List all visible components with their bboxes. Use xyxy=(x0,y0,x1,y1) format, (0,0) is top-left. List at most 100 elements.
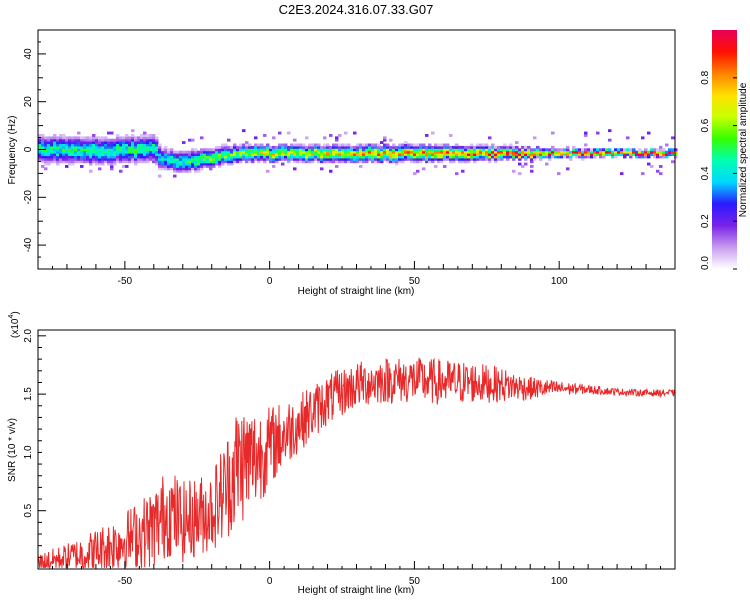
spectrogram-cell xyxy=(575,153,579,156)
spectrogram-cell xyxy=(344,143,348,147)
spectrogram-cell xyxy=(557,150,561,154)
colorbar: 0.00.20.40.60.8 Normalized spectral ampl… xyxy=(700,30,749,270)
spectrogram-cell xyxy=(347,145,351,149)
spectrogram-cell xyxy=(128,157,132,161)
spectrogram-cell xyxy=(167,167,171,171)
spectrogram-cell xyxy=(401,157,405,161)
spectrogram-cell xyxy=(68,138,72,142)
colorbar-ticks: 0.00.20.40.60.8 xyxy=(700,70,737,270)
spectrogram-cell xyxy=(389,157,393,161)
spectrogram-cell xyxy=(212,155,216,159)
spectrogram-cell xyxy=(116,134,120,137)
spectrogram-cell xyxy=(347,148,351,152)
spectrogram-cell xyxy=(476,148,480,152)
spectrogram-cell xyxy=(629,148,633,152)
spectrogram-cell xyxy=(542,155,546,159)
spectrogram-cell xyxy=(83,141,87,144)
spectrogram-cell xyxy=(158,145,162,149)
spectrogram-cell xyxy=(326,148,330,152)
spectrogram-cell xyxy=(365,143,369,147)
spectrogram-cell xyxy=(275,157,279,161)
spectrogram-cell xyxy=(185,169,189,173)
spectrogram-cell xyxy=(320,145,324,149)
spectrogram-cell xyxy=(338,155,342,159)
spectrogram-cell xyxy=(299,150,303,154)
spectrogram-cell xyxy=(584,134,588,137)
spectrogram-cell xyxy=(131,148,135,152)
spectrogram-cell xyxy=(344,145,348,149)
spectrogram-cell xyxy=(326,160,330,164)
spectrogram-cell xyxy=(353,148,357,152)
spectrogram-cell xyxy=(338,148,342,152)
spectrogram-cell xyxy=(59,155,63,159)
spectrogram-cell xyxy=(197,150,201,154)
spectrogram-cell xyxy=(638,153,642,156)
spectrogram-cell xyxy=(143,143,147,147)
spectrogram-cell xyxy=(77,131,81,135)
spectrogram-cell xyxy=(242,150,246,154)
spectrogram-cell xyxy=(311,160,315,164)
spectrogram-cell xyxy=(125,153,129,156)
spectrogram-cell xyxy=(425,134,429,137)
spectrogram-cell xyxy=(263,145,267,149)
spectrogram-cell xyxy=(473,157,477,161)
spectrogram-cell xyxy=(248,148,252,152)
spectrogram-cell xyxy=(485,155,489,159)
spectrogram-cell xyxy=(86,148,90,152)
spectrogram-cell xyxy=(194,167,198,171)
spectrogram-cell xyxy=(338,134,342,137)
spectrogram-cell xyxy=(77,145,81,149)
spectrogram-cell xyxy=(116,160,120,164)
spectrogram-cell xyxy=(74,143,78,147)
spectrogram-cell xyxy=(404,148,408,152)
spectrogram-cell xyxy=(365,155,369,159)
spectrogram-cell xyxy=(176,150,180,154)
spectrogram-cell xyxy=(608,148,612,152)
spectrogram-cell xyxy=(38,150,42,154)
spectrogram-cell xyxy=(497,150,501,154)
spectrogram-cell xyxy=(209,165,213,168)
spectrogram-cell xyxy=(446,153,450,156)
spectrogram-cell xyxy=(230,148,234,152)
spectrogram-cell xyxy=(410,157,414,161)
spectrogram-cell xyxy=(194,162,198,166)
spectrogram-cell xyxy=(152,141,156,144)
spectrogram-cell xyxy=(665,153,669,156)
spectrogram-cell xyxy=(299,145,303,149)
spectrogram-cell xyxy=(179,169,183,173)
spectrogram-cell xyxy=(47,145,51,149)
spectrogram-cell xyxy=(488,155,492,159)
spectrogram-cell xyxy=(197,160,201,164)
spectrogram-cell xyxy=(548,153,552,156)
spectrogram-cell xyxy=(446,155,450,159)
spectrogram-cell xyxy=(332,157,336,161)
spectrogram-cell xyxy=(296,143,300,147)
spectrogram-cell xyxy=(41,160,45,164)
spectrogram-cell xyxy=(341,153,345,156)
spectrogram-cell xyxy=(302,145,306,149)
spectrogram-cell xyxy=(488,150,492,154)
spectrogram-cell xyxy=(77,138,81,142)
spectrogram-cell xyxy=(155,143,159,147)
spectrogram-cell xyxy=(323,160,327,164)
spectrogram-cell xyxy=(353,145,357,149)
spectrogram-cell xyxy=(206,157,210,161)
spectrogram-cell xyxy=(41,141,45,144)
spectrogram-cell xyxy=(599,148,603,152)
spectrogram-cell xyxy=(68,143,72,147)
spectrogram-cell xyxy=(524,145,528,149)
spectrogram-cell xyxy=(569,150,573,154)
spectrogram-cell xyxy=(53,148,57,152)
spectrogram-cell xyxy=(281,150,285,154)
spectrogram-y-tick-label: 0 xyxy=(23,146,34,152)
spectrogram-cell xyxy=(359,143,363,147)
spectrogram-cell xyxy=(461,169,465,173)
spectrogram-cell xyxy=(329,155,333,159)
spectrogram-cell xyxy=(83,150,87,154)
spectrogram-cell xyxy=(425,145,429,149)
spectrogram-cell xyxy=(449,153,453,156)
spectrogram-cell xyxy=(122,153,126,156)
spectrogram-cell xyxy=(557,153,561,156)
spectrogram-cell xyxy=(71,141,75,144)
spectrogram-cell xyxy=(254,143,258,147)
